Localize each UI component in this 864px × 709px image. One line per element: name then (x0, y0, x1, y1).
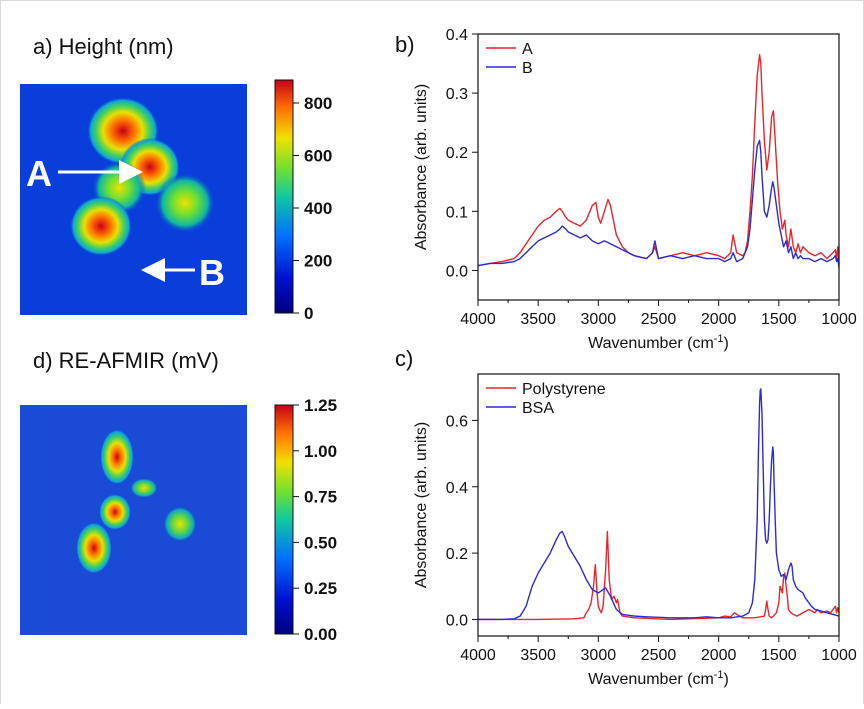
colorbar-tick-label: 800 (304, 94, 332, 113)
y-tick-label: 0.4 (446, 480, 468, 497)
y-tick-label: 0.0 (446, 612, 468, 629)
frame-divider-top (0, 0, 864, 1)
x-tick-label: 3000 (581, 311, 617, 328)
height-colorbar: 0 200 400 600 800 (274, 79, 332, 323)
y-tick-label: 0.3 (446, 86, 468, 103)
series-line-a (477, 54, 840, 267)
y-tick-label: 0.4 (446, 27, 468, 44)
series-line-polystyrene (478, 530, 840, 621)
afmir-map (20, 405, 247, 635)
panel-d-label: d) RE-AFMIR (mV) (33, 348, 219, 373)
y-axis-label: Absorbance (arb. units) (413, 422, 430, 588)
afmir-blob (163, 506, 197, 542)
series-line-bsa (478, 388, 840, 621)
y-tick-label: 0.0 (446, 263, 468, 280)
annotation-b: B (199, 252, 225, 293)
legend-label: Polystyrene (522, 381, 606, 398)
colorbar-tick-label: 1.00 (304, 442, 337, 461)
x-tick-label: 4000 (460, 311, 496, 328)
colorbar-tick-label: 0.50 (304, 533, 337, 552)
chart-b: 4000 3500 3000 2500 2000 1500 1000 0.0 0.1 0.2 0.3… (413, 27, 857, 352)
y-tick-label: 0.1 (446, 204, 468, 221)
x-tick-label: 2500 (641, 311, 677, 328)
x-tick-label: 1000 (821, 311, 857, 328)
height-map: A B (20, 84, 247, 315)
x-tick-label: 3500 (520, 311, 556, 328)
colorbar-tick-label: 600 (304, 147, 332, 166)
colorbar-tick-label: 200 (304, 252, 332, 271)
colorbar-tick-label: 400 (304, 199, 332, 218)
x-tick-label: 2000 (701, 311, 737, 328)
x-tick-label: 3500 (520, 647, 556, 664)
height-blob (70, 196, 132, 256)
x-axis-label: Wavenumber (cm-1) (588, 333, 729, 352)
x-tick-label: 1500 (761, 311, 797, 328)
colorbar-tick-label: 0.25 (304, 579, 337, 598)
x-tick-label: 4000 (460, 647, 496, 664)
x-tick-label: 3000 (581, 647, 617, 664)
x-tick-label: 2500 (641, 647, 677, 664)
legend-label: BSA (522, 400, 554, 417)
x-tick-label: 2000 (701, 647, 737, 664)
afmir-blob (99, 494, 131, 530)
panel-b-label: b) (395, 32, 415, 57)
series-line-b (477, 139, 840, 268)
colorbar-tick-label: 0 (304, 304, 313, 323)
chart-c: 4000 3500 3000 2500 2000 1500 1000 0.0 0.2 0.4 0.6… (413, 373, 857, 688)
x-tick-label: 1000 (821, 647, 857, 664)
height-blob (155, 173, 215, 233)
afmir-map-background (20, 405, 247, 635)
colorbar-tick-label: 0.75 (304, 488, 337, 507)
y-tick-label: 0.6 (446, 413, 468, 430)
colorbar-tick-label: 0.00 (304, 625, 337, 644)
y-tick-label: 0.2 (446, 145, 468, 162)
colorbar-tick-label: 1.25 (304, 396, 337, 415)
y-tick-label: 0.2 (446, 546, 468, 563)
panel-c-label: c) (395, 346, 413, 371)
afmir-colorbar: 0.00 0.25 0.50 0.75 1.00 1.25 (274, 396, 337, 644)
afmir-blob (76, 522, 112, 574)
legend-label: B (522, 60, 533, 77)
afmir-blob (100, 429, 134, 485)
frame-divider-left (0, 0, 1, 704)
y-axis-label: Absorbance (arb. units) (413, 84, 430, 250)
afmir-blob (130, 478, 158, 498)
x-tick-label: 1500 (761, 647, 797, 664)
x-axis-label: Wavenumber (cm-1) (588, 669, 729, 688)
annotation-a: A (26, 153, 52, 194)
legend-label: A (522, 41, 533, 58)
panel-a-label: a) Height (nm) (33, 34, 174, 59)
